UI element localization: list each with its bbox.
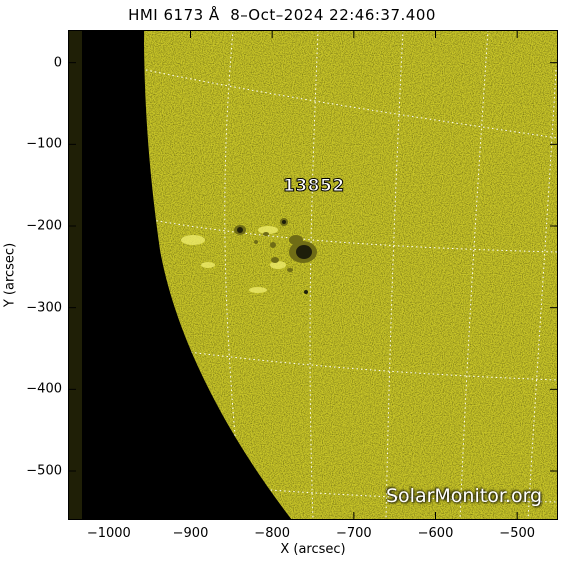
y-tick-label: −200 — [26, 218, 62, 234]
x-tick-label: −1000 — [86, 526, 131, 541]
x-tick-label: −800 — [254, 526, 291, 541]
x-tick-label: −500 — [499, 526, 536, 541]
y-tick-label: −400 — [26, 381, 62, 397]
coordinate-grid — [145, 30, 558, 520]
y-tick-label: −300 — [26, 300, 62, 316]
y-axis-label: Y (arcsec) — [2, 242, 18, 308]
sunspot-group — [234, 218, 317, 294]
watermark: SolarMonitor.org — [386, 485, 543, 507]
x-tick-label: −600 — [417, 526, 454, 541]
plot-frame — [68, 30, 558, 520]
axis-ticks — [68, 30, 558, 520]
y-tick-label: −100 — [26, 136, 62, 152]
y-tick-label: −500 — [26, 463, 62, 479]
plage — [181, 226, 286, 293]
x-axis-label: X (arcsec) — [280, 542, 346, 557]
y-tick-label: 0 — [53, 55, 62, 71]
edge-strip — [68, 30, 82, 520]
active-region-label: 13852 — [283, 176, 345, 197]
solar-image — [68, 30, 558, 520]
x-tick-label: −700 — [335, 526, 372, 541]
image-title: HMI 6173 Å 8–Oct–2024 22:46:37.400 — [128, 6, 436, 24]
x-tick-label: −900 — [172, 526, 209, 541]
